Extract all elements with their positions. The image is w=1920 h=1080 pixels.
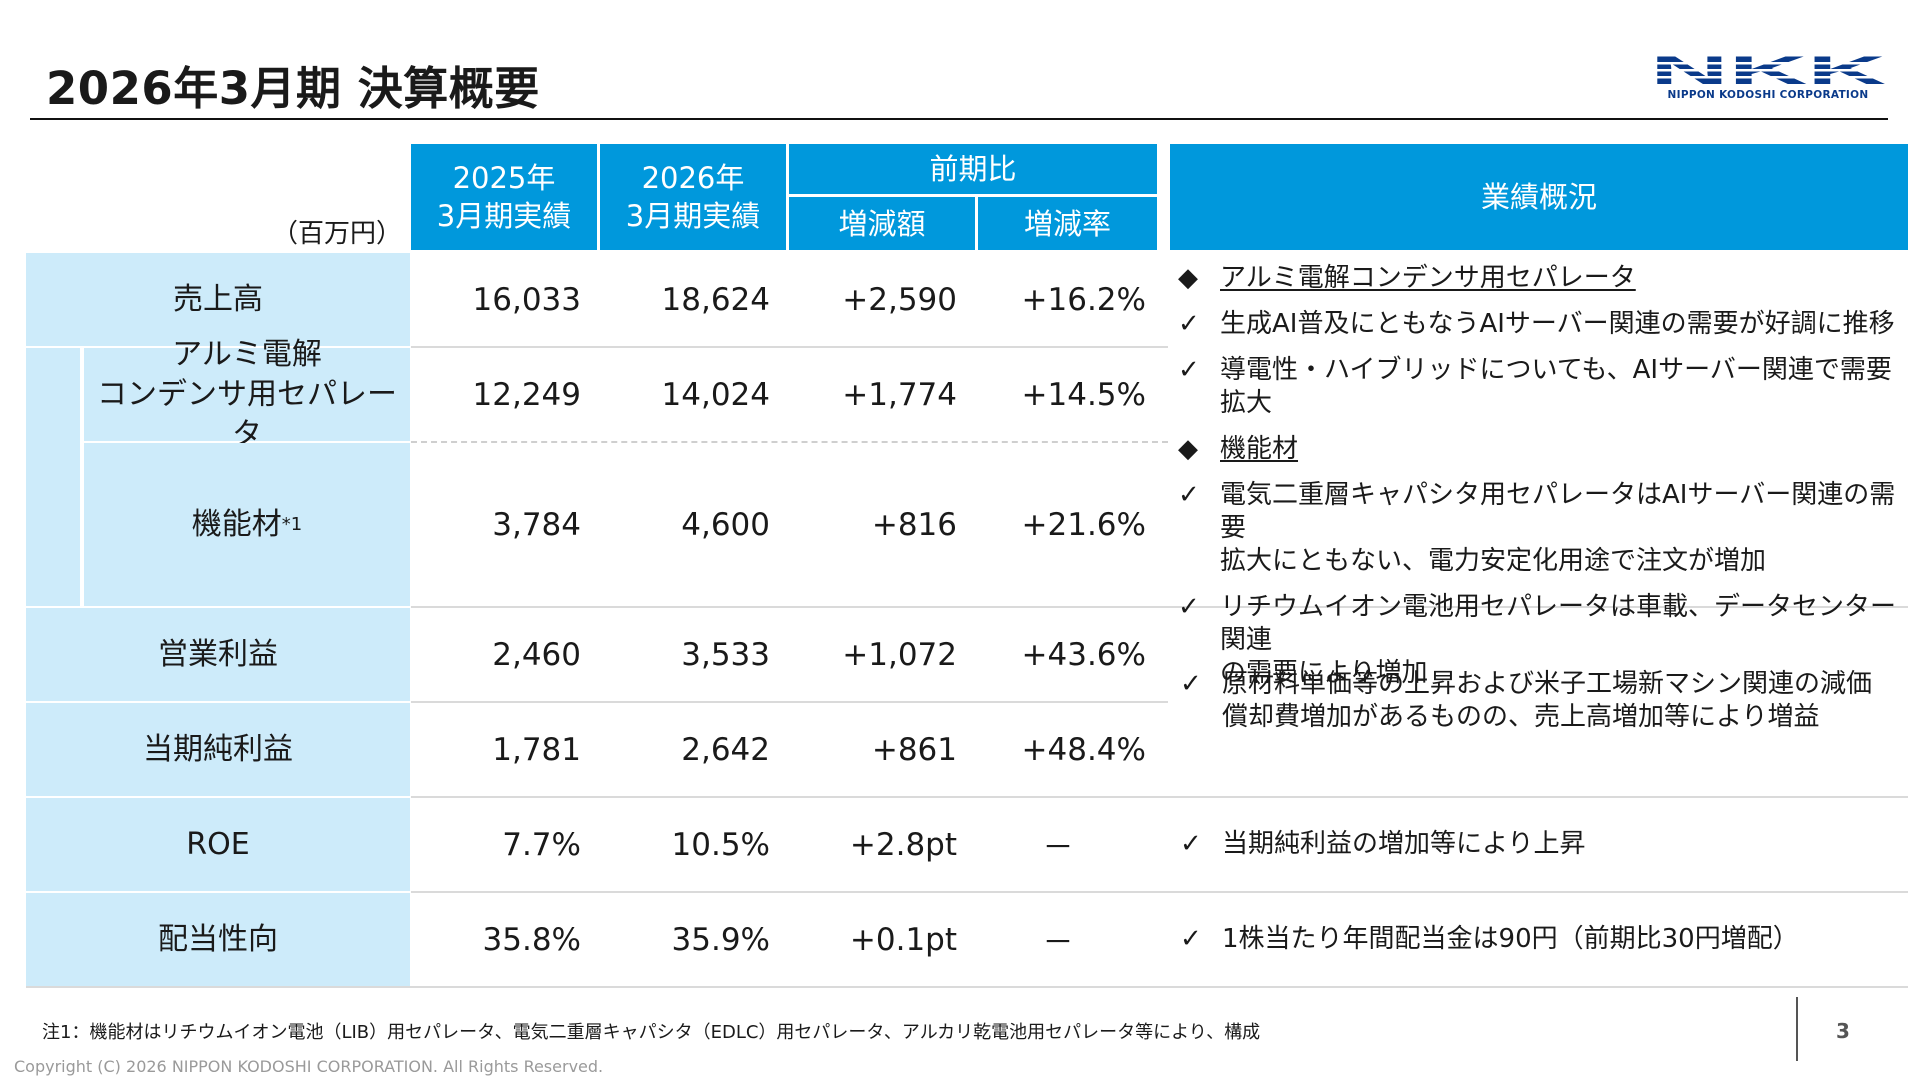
overview-dividend-note: ✓ 1株当たり年間配当金は90円（前期比30円増配） — [1180, 923, 1908, 956]
cell-payout-rate: － — [1042, 925, 1074, 961]
note-text: 原材料単価等の上昇および米子工場新マシン関連の減価 償却費増加があるものの、売上… — [1222, 669, 1873, 732]
overview-roe-note: ✓ 当期純利益の増加等により上昇 — [1180, 828, 1908, 861]
row-label-functional-materials: 機能材 *1 — [84, 443, 410, 606]
nkk-logo-icon: NKK — [1648, 53, 1888, 87]
cell-sales-fy2026: 18,624 — [661, 281, 770, 318]
cell-operating-fy2025: 2,460 — [492, 636, 581, 673]
company-logo: NKK NIPPON KODOSHI CORPORATION — [1648, 53, 1888, 103]
cell-payout-change: +0.1pt — [849, 921, 957, 958]
row-label-payout-ratio: 配当性向 — [26, 893, 410, 986]
note-item: ✓ 導電性・ハイブリッドについても、AIサーバー関連で需要拡大 — [1178, 354, 1908, 420]
page-title: 2026年3月期 決算概要 — [46, 62, 540, 115]
note-text: 当期純利益の増加等により上昇 — [1222, 829, 1586, 859]
cell-operating-change: +1,072 — [842, 636, 957, 673]
row-label-operating-income: 営業利益 — [26, 608, 410, 701]
cell-net-fy2026: 2,642 — [681, 731, 770, 768]
note-item: ◆ 機能材 — [1178, 433, 1908, 466]
note-text: 電気二重層キャパシタ用セパレータはAIサーバー関連の需要 拡大にともない、電力安… — [1220, 480, 1896, 576]
logo-subtitle: NIPPON KODOSHI CORPORATION — [1667, 89, 1869, 101]
row-label-indent — [26, 348, 80, 606]
cell-sales-rate: +16.2% — [1021, 281, 1146, 318]
diamond-bullet-icon: ◆ — [1178, 434, 1198, 464]
header-fy2025: 2025年 3月期実績 — [411, 144, 597, 250]
cell-roe-fy2026: 10.5% — [671, 826, 770, 863]
cell-functional-fy2026: 4,600 — [681, 506, 770, 543]
diamond-bullet-icon: ◆ — [1178, 263, 1198, 293]
check-icon: ✓ — [1180, 669, 1202, 699]
unit-label: （百万円） — [272, 219, 403, 249]
row-divider — [411, 606, 1908, 608]
cell-payout-fy2026: 35.9% — [671, 921, 770, 958]
note-text: 生成AI普及にともなうAIサーバー関連の需要が好調に推移 — [1220, 309, 1895, 339]
cell-roe-change: +2.8pt — [849, 826, 957, 863]
note-item: ✓ 電気二重層キャパシタ用セパレータはAIサーバー関連の需要 拡大にともない、電… — [1178, 479, 1908, 578]
cell-functional-rate: +21.6% — [1021, 506, 1146, 543]
row-divider — [411, 891, 1908, 893]
check-icon: ✓ — [1178, 480, 1200, 510]
footnote: 注1：機能材はリチウムイオン電池（LIB）用セパレータ、電気二重層キャパシタ（E… — [42, 1022, 1261, 1043]
check-icon: ✓ — [1178, 309, 1200, 339]
note-item: ✓ 生成AI普及にともなうAIサーバー関連の需要が好調に推移 — [1178, 308, 1908, 341]
note-heading-functional: 機能材 — [1220, 434, 1299, 464]
note-heading-aluminum: アルミ電解コンデンサ用セパレータ — [1220, 263, 1636, 293]
row-divider-dashed — [411, 441, 1168, 443]
row-divider — [411, 701, 1168, 703]
check-icon: ✓ — [1178, 592, 1200, 622]
cell-roe-fy2025: 7.7% — [502, 826, 581, 863]
note-text: 1株当たり年間配当金は90円（前期比30円増配） — [1222, 924, 1799, 954]
cell-aluminum-fy2025: 12,249 — [472, 376, 581, 413]
cell-aluminum-rate: +14.5% — [1021, 376, 1146, 413]
cell-roe-rate: － — [1042, 830, 1074, 866]
note-text: 導電性・ハイブリッドについても、AIサーバー関連で需要拡大 — [1220, 355, 1892, 418]
copyright: Copyright (C) 2026 NIPPON KODOSHI CORPOR… — [14, 1057, 604, 1076]
cell-operating-fy2026: 3,533 — [681, 636, 770, 673]
row-label-sales: 売上高 — [26, 253, 410, 346]
cell-functional-change: +816 — [871, 506, 957, 543]
cell-net-rate: +48.4% — [1021, 731, 1146, 768]
row-label-net-income: 当期純利益 — [26, 703, 410, 796]
note-text: リチウムイオン電池用セパレータは車載、データセンター関連 の需要により増加 — [1220, 592, 1897, 688]
cell-sales-fy2025: 16,033 — [472, 281, 581, 318]
check-icon: ✓ — [1180, 829, 1202, 859]
overview-sales-notes: ◆ アルミ電解コンデンサ用セパレータ ✓ 生成AI普及にともなうAIサーバー関連… — [1178, 262, 1908, 690]
cell-payout-fy2025: 35.8% — [482, 921, 581, 958]
header-change: 増減額 — [789, 197, 975, 250]
header-yoy: 前期比 — [789, 144, 1157, 194]
cell-sales-change: +2,590 — [842, 281, 957, 318]
note-item: ◆ アルミ電解コンデンサ用セパレータ — [1178, 262, 1908, 295]
header-fy2026: 2026年 3月期実績 — [600, 144, 786, 250]
header-overview: 業績概況 — [1170, 144, 1908, 250]
row-divider — [411, 346, 1168, 348]
functional-materials-text: 機能材 — [191, 506, 282, 542]
row-divider — [411, 796, 1908, 798]
overview-profit-note: ✓ 原材料単価等の上昇および米子工場新マシン関連の減価 償却費増加があるものの、… — [1180, 668, 1908, 734]
note-item: ✓ リチウムイオン電池用セパレータは車載、データセンター関連 の需要により増加 — [1178, 591, 1908, 690]
cell-net-change: +861 — [871, 731, 957, 768]
header-rate: 増減率 — [978, 197, 1157, 250]
cell-operating-rate: +43.6% — [1021, 636, 1146, 673]
row-label-aluminum-separator: アルミ電解 コンデンサ用セパレータ — [84, 337, 410, 452]
footnote-ref: *1 — [281, 513, 303, 535]
table-bottom-border — [26, 986, 1908, 988]
cell-aluminum-fy2026: 14,024 — [661, 376, 770, 413]
check-icon: ✓ — [1178, 355, 1200, 385]
cell-aluminum-change: +1,774 — [842, 376, 957, 413]
cell-net-fy2025: 1,781 — [492, 731, 581, 768]
check-icon: ✓ — [1180, 924, 1202, 954]
row-label-roe: ROE — [26, 798, 410, 891]
title-divider — [30, 118, 1888, 120]
cell-functional-fy2025: 3,784 — [492, 506, 581, 543]
page-number-divider — [1796, 997, 1798, 1061]
page-number: 3 — [1836, 1019, 1850, 1043]
